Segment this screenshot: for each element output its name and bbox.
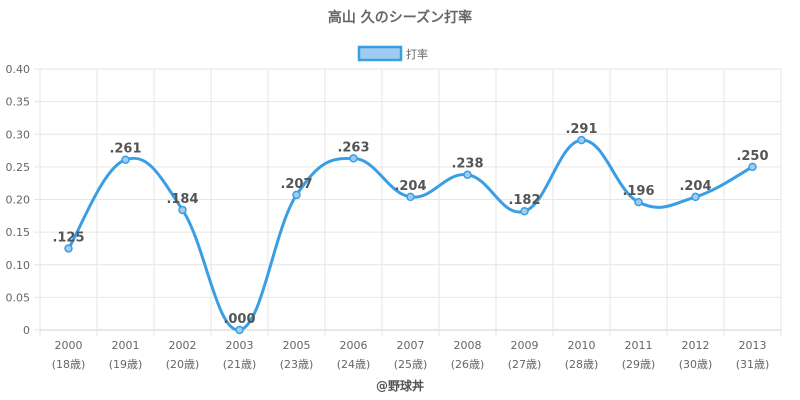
credit-text: @野球丼 xyxy=(376,378,424,393)
x-tick-label: 2013 xyxy=(739,339,767,352)
data-label: .184 xyxy=(166,192,198,207)
data-point[interactable] xyxy=(691,192,700,202)
x-tick-sublabel: (21歳) xyxy=(223,358,257,371)
grid xyxy=(34,68,782,336)
x-tick-label: 2009 xyxy=(511,339,539,352)
y-tick-label: 0.35 xyxy=(6,96,31,109)
data-point[interactable] xyxy=(178,205,187,215)
data-point[interactable] xyxy=(463,170,472,179)
data-label: .207 xyxy=(280,177,312,192)
x-tick-sublabel: (19歳) xyxy=(109,358,143,371)
y-axis: 0 0.05 0.10 0.15 0.20 0.25 0.30 0.35 0.40 xyxy=(6,63,31,337)
x-tick-label: 2006 xyxy=(340,339,368,352)
x-tick-sublabel: (18歳) xyxy=(52,358,86,371)
x-tick-sublabel: (20歳) xyxy=(166,358,200,371)
x-tick-label: 2012 xyxy=(682,339,710,352)
y-tick-label: 0.30 xyxy=(6,128,31,141)
x-tick-label: 2005 xyxy=(283,339,311,352)
x-tick-label: 2002 xyxy=(169,339,197,352)
legend: 打率 xyxy=(357,45,428,62)
x-tick-sublabel: (27歳) xyxy=(508,358,542,371)
data-point[interactable] xyxy=(292,190,301,200)
series-path xyxy=(67,138,754,332)
x-tick-label: 2007 xyxy=(397,339,425,352)
data-point[interactable] xyxy=(349,154,358,163)
y-tick-label: 0.10 xyxy=(6,259,31,272)
data-point[interactable] xyxy=(520,206,529,216)
chart-title: 高山 久のシーズン打率 xyxy=(328,9,472,26)
x-tick-sublabel: (25歳) xyxy=(394,358,428,371)
y-tick-label: 0.05 xyxy=(6,291,31,304)
data-label: .238 xyxy=(451,157,483,172)
data-point[interactable] xyxy=(64,244,73,253)
x-axis: 2000 (18歳) 2001 (19歳) 2002 (20歳) 2003 (21歳) 2005… xyxy=(52,339,770,371)
data-points xyxy=(64,135,757,335)
y-tick-label: 0.40 xyxy=(6,63,31,76)
data-label: .182 xyxy=(508,193,540,208)
x-tick-sublabel: (31歳) xyxy=(736,358,770,371)
y-tick-label: 0 xyxy=(23,324,30,337)
data-point[interactable] xyxy=(634,197,643,207)
data-label: .250 xyxy=(736,149,768,164)
data-point[interactable] xyxy=(748,162,757,172)
legend-swatch xyxy=(357,45,403,62)
x-tick-sublabel: (23歳) xyxy=(280,358,314,371)
x-tick-sublabel: (29歳) xyxy=(622,358,656,371)
data-point[interactable] xyxy=(577,135,586,145)
x-tick-sublabel: (24歳) xyxy=(337,358,371,371)
y-tick-label: 0.15 xyxy=(6,226,31,239)
data-label: .204 xyxy=(679,179,711,194)
x-tick-sublabel: (26歳) xyxy=(451,358,485,371)
y-tick-label: 0.20 xyxy=(6,194,31,207)
x-tick-label: 2008 xyxy=(454,339,482,352)
x-tick-label: 2000 xyxy=(55,339,83,352)
x-tick-label: 2010 xyxy=(568,339,596,352)
legend-label: 打率 xyxy=(406,47,428,61)
data-point[interactable] xyxy=(235,325,244,335)
data-labels: .125 .261 .184 .000 .207 .263 .204 .238 .182 .291… xyxy=(52,122,768,327)
x-tick-sublabel: (30歳) xyxy=(679,358,713,371)
data-label: .261 xyxy=(109,142,141,157)
x-tick-label: 2001 xyxy=(112,339,140,352)
y-tick-label: 0.25 xyxy=(6,161,31,174)
series-line xyxy=(67,138,754,332)
data-point[interactable] xyxy=(121,155,130,164)
x-tick-sublabel: (28歳) xyxy=(565,358,599,371)
data-label: .196 xyxy=(622,184,654,199)
data-label: .204 xyxy=(394,179,426,194)
data-label: .125 xyxy=(52,230,84,245)
data-label: .291 xyxy=(565,122,597,137)
x-tick-label: 2011 xyxy=(625,339,653,352)
x-tick-label: 2003 xyxy=(226,339,254,352)
data-label: .000 xyxy=(223,312,255,327)
data-label: .263 xyxy=(337,140,369,155)
data-point[interactable] xyxy=(406,192,415,202)
